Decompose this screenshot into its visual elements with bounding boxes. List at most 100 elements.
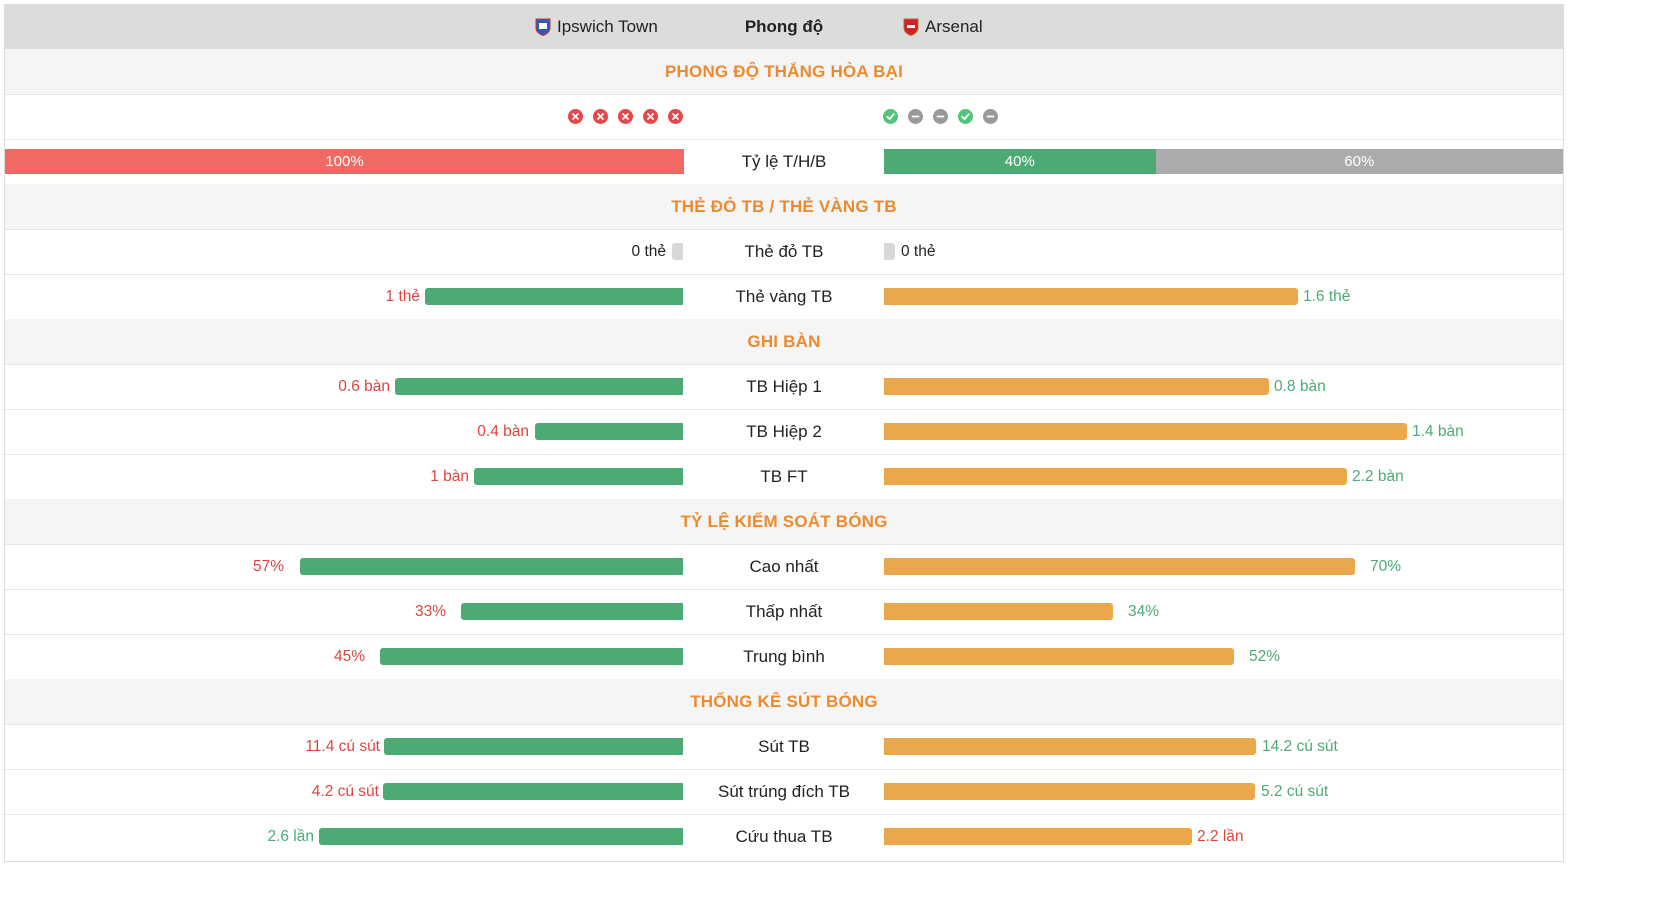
away-possession-value: 52% bbox=[1249, 648, 1281, 665]
away-shots-value: 14.2 cú sút bbox=[1262, 738, 1338, 755]
section-goals: GHI BÀN bbox=[5, 319, 1563, 365]
away-possession-value: 34% bbox=[1128, 603, 1160, 620]
possession-row: 33% Thấp nhất 34% bbox=[5, 589, 1563, 635]
possession-label: Thấp nhất bbox=[745, 602, 823, 621]
home-shots-value: 2.6 lần bbox=[267, 828, 314, 845]
away-goals-bar bbox=[884, 423, 1407, 440]
home-possession-bar bbox=[380, 648, 683, 665]
loss-icon bbox=[618, 109, 633, 124]
home-shots-value: 11.4 cú sút bbox=[305, 738, 380, 755]
away-team-name: Arsenal bbox=[925, 17, 983, 36]
home-goals-bar bbox=[474, 468, 683, 485]
away-goals-value: 0.8 bàn bbox=[1274, 378, 1326, 395]
arsenal-crest-icon bbox=[903, 18, 919, 37]
away-shots-bar bbox=[884, 783, 1255, 800]
loss-icon bbox=[668, 109, 683, 124]
home-goals-value: 0.6 bàn bbox=[338, 378, 390, 395]
section-title: THỐNG KÊ SÚT BÓNG bbox=[690, 692, 878, 711]
shots-row: 4.2 cú sút Sút trúng đích TB 5.2 cú sút bbox=[5, 769, 1563, 815]
red-cards-row: 0 thẻ Thẻ đỏ TB 0 thẻ bbox=[5, 229, 1563, 275]
home-form-dots bbox=[568, 109, 683, 124]
home-possession-value: 45% bbox=[333, 648, 365, 665]
possession-label: Trung bình bbox=[743, 647, 825, 666]
draw-minus-icon bbox=[933, 109, 948, 124]
home-possession-value: 33% bbox=[414, 603, 446, 620]
ratio-row: 100% Tỷ lệ T/H/B 40% 60% bbox=[5, 139, 1563, 185]
away-shots-value: 2.2 lần bbox=[1197, 828, 1244, 845]
away-shots-bar bbox=[884, 738, 1256, 755]
away-shots-bar bbox=[884, 828, 1192, 845]
goals-row: 0.6 bàn TB Hiệp 1 0.8 bàn bbox=[5, 364, 1563, 410]
section-possession: TỶ LỆ KIỂM SOÁT BÓNG bbox=[5, 499, 1563, 545]
possession-row: 57% Cao nhất 70% bbox=[5, 544, 1563, 590]
home-possession-bar bbox=[300, 558, 683, 575]
home-goals-value: 0.4 bàn bbox=[477, 423, 529, 440]
away-possession-bar bbox=[884, 558, 1355, 575]
yellow-cards-label: Thẻ vàng TB bbox=[735, 287, 833, 306]
win-check-icon bbox=[883, 109, 898, 124]
shots-row: 11.4 cú sút Sút TB 14.2 cú sút bbox=[5, 724, 1563, 770]
home-loss-ratio-label: 100% bbox=[325, 153, 364, 170]
home-goals-bar bbox=[395, 378, 683, 395]
possession-label: Cao nhất bbox=[749, 557, 819, 576]
goals-label: TB Hiệp 2 bbox=[746, 422, 822, 441]
home-team-header[interactable]: Ipswich Town bbox=[535, 17, 658, 37]
shots-row: 2.6 lần Cứu thua TB 2.2 lần bbox=[5, 814, 1563, 859]
away-win-ratio-label: 40% bbox=[1004, 153, 1035, 170]
yellow-cards-row: 1 thẻ Thẻ vàng TB 1.6 thẻ bbox=[5, 274, 1563, 320]
away-draw-ratio-bar: 60% bbox=[1155, 149, 1563, 174]
section-shots: THỐNG KÊ SÚT BÓNG bbox=[5, 679, 1563, 725]
away-shots-value: 5.2 cú sút bbox=[1261, 783, 1329, 800]
section-title: THẺ ĐỎ TB / THẺ VÀNG TB bbox=[671, 197, 897, 216]
away-possession-bar bbox=[884, 648, 1234, 665]
home-shots-bar bbox=[383, 783, 683, 800]
away-possession-value: 70% bbox=[1370, 558, 1402, 575]
draw-minus-icon bbox=[983, 109, 998, 124]
home-shots-value: 4.2 cú sút bbox=[311, 783, 379, 800]
comparison-table: Ipswich Town Phong độ Arsenal PHONG ĐỘ T… bbox=[4, 4, 1564, 862]
away-form-dots bbox=[883, 109, 998, 124]
goals-row: 1 bàn TB FT 2.2 bàn bbox=[5, 454, 1563, 500]
away-team-header[interactable]: Arsenal bbox=[903, 17, 983, 37]
home-possession-value: 57% bbox=[252, 558, 284, 575]
red-cards-label: Thẻ đỏ TB bbox=[744, 242, 824, 261]
loss-icon bbox=[568, 109, 583, 124]
win-check-icon bbox=[958, 109, 973, 124]
away-red-cards-value: 0 thẻ bbox=[901, 243, 936, 260]
goals-label: TB FT bbox=[760, 467, 808, 486]
away-goals-value: 1.4 bàn bbox=[1412, 423, 1464, 440]
goals-row: 0.4 bàn TB Hiệp 2 1.4 bàn bbox=[5, 409, 1563, 455]
home-shots-bar bbox=[319, 828, 683, 845]
home-shots-bar bbox=[384, 738, 683, 755]
ratio-label: Tỷ lệ T/H/B bbox=[741, 152, 827, 171]
home-red-cards-bar bbox=[672, 243, 683, 260]
home-yellow-cards-bar bbox=[425, 288, 683, 305]
away-possession-bar bbox=[884, 603, 1113, 620]
section-title: GHI BÀN bbox=[747, 332, 821, 351]
goals-label: TB Hiệp 1 bbox=[746, 377, 822, 396]
away-yellow-cards-bar bbox=[884, 288, 1298, 305]
section-cards: THẺ ĐỎ TB / THẺ VÀNG TB bbox=[5, 184, 1563, 230]
loss-icon bbox=[643, 109, 658, 124]
home-goals-bar bbox=[535, 423, 683, 440]
table-header: Ipswich Town Phong độ Arsenal bbox=[5, 5, 1563, 49]
away-win-ratio-bar: 40% bbox=[884, 149, 1156, 174]
home-goals-value: 1 bàn bbox=[430, 468, 469, 485]
shots-label: Sút trúng đích TB bbox=[718, 782, 850, 801]
home-yellow-cards-value: 1 thẻ bbox=[385, 288, 420, 305]
away-goals-bar bbox=[884, 378, 1269, 395]
away-red-cards-bar bbox=[884, 243, 895, 260]
header-center-label: Phong độ bbox=[744, 17, 824, 36]
away-goals-value: 2.2 bàn bbox=[1352, 468, 1404, 485]
shots-label: Cứu thua TB bbox=[735, 827, 833, 846]
home-possession-bar bbox=[461, 603, 683, 620]
shots-label: Sút TB bbox=[758, 737, 810, 756]
section-title: TỶ LỆ KIỂM SOÁT BÓNG bbox=[680, 512, 888, 531]
home-loss-ratio-bar: 100% bbox=[5, 149, 684, 174]
home-red-cards-value: 0 thẻ bbox=[631, 243, 666, 260]
away-goals-bar bbox=[884, 468, 1347, 485]
form-results-row bbox=[5, 94, 1563, 140]
home-team-name: Ipswich Town bbox=[557, 17, 658, 36]
away-yellow-cards-value: 1.6 thẻ bbox=[1303, 288, 1351, 305]
draw-minus-icon bbox=[908, 109, 923, 124]
